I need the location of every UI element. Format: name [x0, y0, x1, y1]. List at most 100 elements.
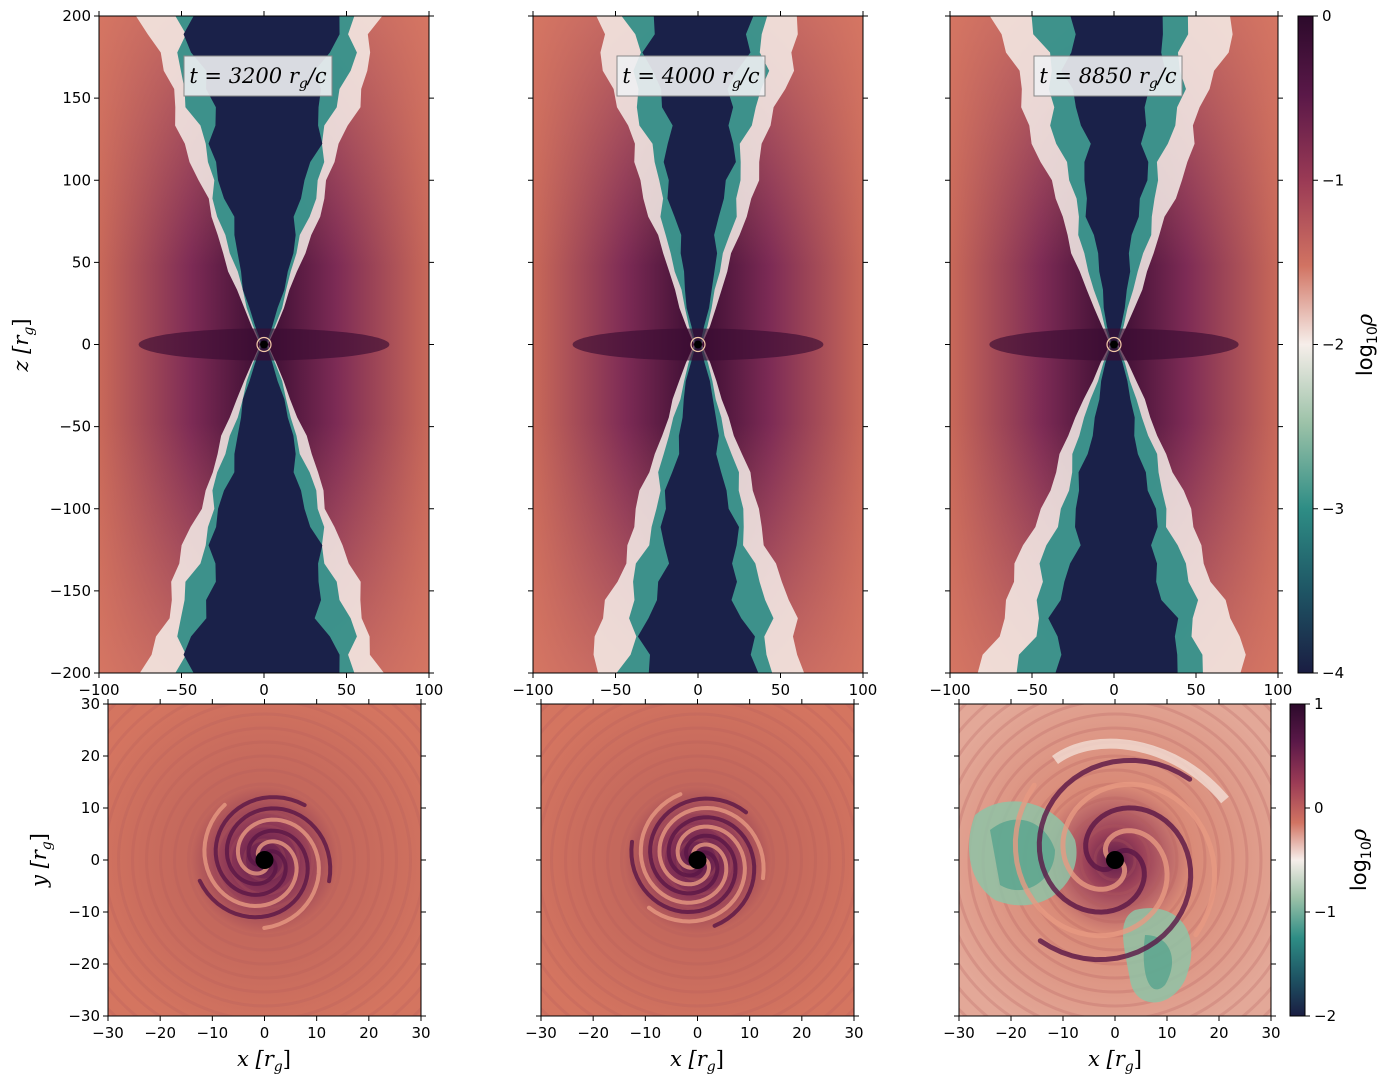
jet-core: [1061, 16, 1166, 345]
x-tick-label: −30: [525, 1024, 557, 1042]
spiral-arm: [666, 815, 757, 928]
x-tick-label: 0: [260, 1024, 270, 1042]
black-hole: [1110, 340, 1118, 349]
disk-ring: [117, 712, 412, 1008]
x-tick-label: 10: [1157, 1024, 1176, 1042]
y-tick-label: 50: [72, 253, 91, 271]
colorbar-side-label: log10ρ: [1353, 313, 1381, 376]
colorbar-tick-label: −3: [1322, 500, 1344, 518]
x-tick-label: 0: [693, 1024, 703, 1042]
x-tick-label: −50: [166, 681, 198, 699]
y-tick-label: −50: [59, 418, 91, 436]
y-tick-label: −150: [50, 582, 91, 600]
turbulent-patch-core: [1143, 935, 1173, 990]
y-tick-label: 0: [90, 851, 100, 869]
black-hole-rim: [690, 336, 706, 353]
disk-ring: [967, 712, 1263, 1008]
spiral-arm: [213, 795, 307, 897]
bright-filament: [1052, 738, 1229, 804]
x-axis-label-3: x [rg]: [1088, 1047, 1142, 1075]
y-tick-label: 0: [81, 336, 91, 354]
svg-text:t = 3200 rg/c: t = 3200 rg/c: [189, 64, 327, 92]
side-panel-2: [533, 16, 863, 673]
disk-ring: [564, 726, 831, 994]
colorbar-tick-label: 0: [1322, 7, 1332, 25]
y-tick-label: −100: [50, 500, 91, 518]
x-tick-label: −10: [630, 1024, 662, 1042]
top-panel-2: [541, 704, 854, 1016]
y-tick-label: −20: [68, 955, 100, 973]
y-tick-label: 100: [62, 171, 91, 189]
time-label-3: t = 8850 rg/c: [1033, 55, 1183, 97]
jet-core: [642, 16, 754, 345]
x-tick-label: 10: [307, 1024, 326, 1042]
x-tick-label: 50: [771, 681, 790, 699]
y-tick-label: 20: [81, 747, 100, 765]
x-tick-label: 10: [740, 1024, 759, 1042]
disk-ring: [173, 768, 356, 952]
colorbar-tick-label: −1: [1322, 171, 1344, 189]
jet-core: [637, 344, 759, 673]
disk-ring: [159, 754, 370, 966]
x-tick-label: 0: [1109, 681, 1119, 699]
jet-core: [1048, 344, 1179, 673]
x-tick-label: 30: [1261, 1024, 1280, 1042]
spiral-arm: [638, 792, 729, 905]
x-tick-label: −50: [1016, 681, 1048, 699]
disk-ring: [131, 726, 398, 994]
y-tick-label: 30: [81, 695, 100, 713]
y-tick-label: −30: [68, 1007, 100, 1025]
x-tick-label: 50: [1186, 681, 1205, 699]
spiral-arm: [629, 833, 738, 915]
x-tick-label: 0: [693, 681, 703, 699]
x-tick-label: −20: [577, 1024, 609, 1042]
y-tick-label: 10: [81, 799, 100, 817]
black-hole: [694, 340, 702, 349]
x-tick-label: 0: [259, 681, 269, 699]
x-tick-label: −20: [995, 1024, 1027, 1042]
spiral-arm: [197, 828, 310, 920]
x-tick-label: 100: [415, 681, 444, 699]
x-tick-label: −50: [600, 681, 632, 699]
side-view-panels: −100 −50 0 50 100 200 150 100 50 0 −50 −100 −150 −200…: [50, 7, 1293, 699]
colorbar-tick-label: 0: [1314, 799, 1324, 817]
y-tick-label: 150: [62, 89, 91, 107]
time-label-2: t = 4000 rg/c: [616, 55, 766, 97]
disk-ring: [187, 782, 342, 938]
disk-ring: [1093, 838, 1137, 882]
colorbar-tick-label: −2: [1322, 336, 1344, 354]
x-tick-label: −30: [943, 1024, 975, 1042]
colorbar-side: [1297, 15, 1314, 674]
black-hole: [688, 851, 707, 869]
colorbar-tick-label: −4: [1322, 664, 1344, 682]
disk-ring: [592, 754, 803, 966]
x-axis-label-2: x [rg]: [670, 1047, 724, 1075]
x-tick-label: 0: [1110, 1024, 1120, 1042]
x-tick-label: 100: [1264, 681, 1293, 699]
black-hole-rim: [256, 336, 272, 353]
x-tick-label: 20: [359, 1024, 378, 1042]
disk-ring: [578, 740, 817, 980]
x-tick-label: −100: [512, 681, 553, 699]
side-panel-1: [99, 16, 429, 673]
x-tick-label: 30: [411, 1024, 430, 1042]
x-tick-label: −10: [197, 1024, 229, 1042]
colorbar-tick-label: 1: [1314, 695, 1324, 713]
disk-ring: [145, 740, 384, 980]
spiral-arm: [1012, 782, 1170, 939]
spiral-arm: [647, 824, 747, 924]
disk-ring: [606, 768, 789, 952]
top-panel-1: [108, 704, 421, 1016]
x-tick-label: 20: [792, 1024, 811, 1042]
y-tick-label: −200: [50, 664, 91, 682]
spiral-arm: [1037, 805, 1194, 963]
side-panel-3: [950, 16, 1278, 673]
jet-core: [183, 344, 340, 673]
colorbar-top-label: log10ρ: [1347, 828, 1375, 891]
x-tick-label: 50: [337, 681, 356, 699]
x-tick-label: −100: [78, 681, 119, 699]
x-tick-label: 30: [844, 1024, 863, 1042]
spiral-arm: [648, 796, 748, 896]
time-label-1: t = 3200 rg/c: [183, 55, 333, 97]
